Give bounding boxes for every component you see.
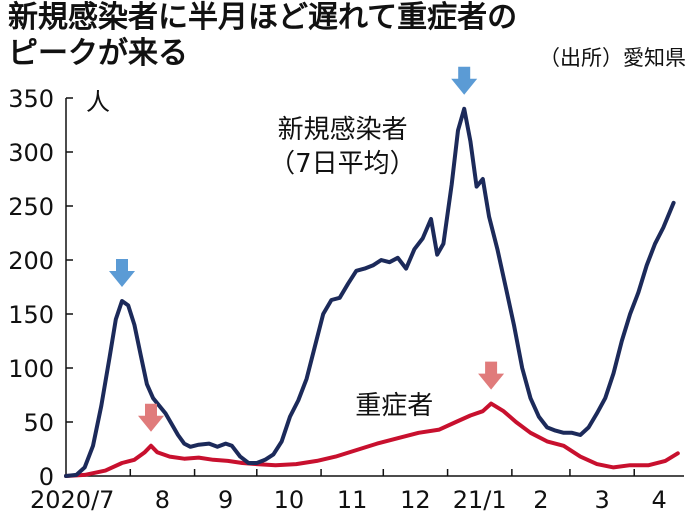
series-line — [64, 106, 676, 478]
y-tick-label: 50 — [23, 409, 54, 437]
y-tick-label: 300 — [8, 139, 54, 167]
chart-title-line-2: ピークが来る — [8, 36, 188, 71]
y-tick-label: 0 — [39, 463, 54, 491]
series-label: 重症者 — [355, 391, 433, 421]
peak-arrow — [109, 259, 135, 287]
y-tick-label: 250 — [8, 193, 54, 221]
series-label-line: 新規感染者 — [278, 115, 408, 145]
x-tick-label: 2020/7 — [30, 486, 114, 514]
chart-title-line-1: 新規感染者に半月ほど遅れて重症者の — [8, 0, 518, 35]
y-axis-unit: 人 — [86, 88, 110, 116]
y-tick-label: 200 — [8, 247, 54, 275]
x-tick-label: 3 — [594, 486, 609, 514]
x-tick-label: 21/1 — [453, 486, 507, 514]
x-tick-label: 2 — [533, 486, 548, 514]
x-tick-label: 10 — [274, 486, 305, 514]
peak-markers — [109, 66, 505, 432]
x-tick-label: 12 — [400, 486, 431, 514]
peak-arrow — [478, 361, 505, 390]
y-tick-label: 150 — [8, 301, 54, 329]
x-tick-label: 11 — [337, 486, 368, 514]
x-tick-label: 4 — [651, 486, 666, 514]
series-labels: 新規感染者 （7日平均） 重症者 — [269, 115, 433, 421]
x-tick-label: 9 — [218, 486, 233, 514]
peak-arrow — [138, 403, 164, 432]
series-layer — [64, 106, 680, 478]
chart-axes: 0 50 100 150 200 250 300 350 人 2020/7 8 9 10 11 12 21/1… — [8, 85, 684, 514]
y-tick-label: 100 — [8, 355, 54, 383]
peak-arrow — [451, 66, 478, 95]
source-note: （出所）愛知県 — [539, 46, 686, 70]
y-tick-label: 350 — [8, 85, 54, 113]
x-tick-label: 8 — [155, 486, 170, 514]
series-label-line: （7日平均） — [269, 149, 416, 179]
series-line — [64, 401, 680, 478]
